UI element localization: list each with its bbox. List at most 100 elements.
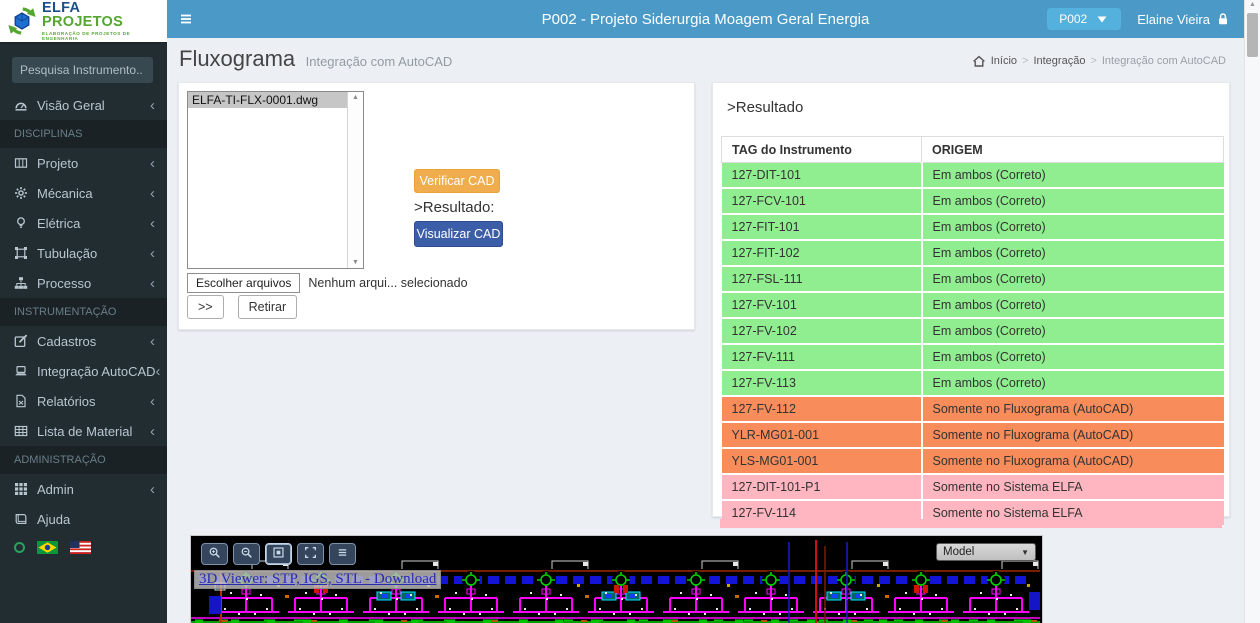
viewer-tool-button[interactable] <box>297 543 324 565</box>
viewer-tool-button[interactable] <box>201 543 228 565</box>
sidebar-item[interactable]: Visão Geral <box>0 90 167 120</box>
gear-icon <box>14 186 28 200</box>
chevron-left-icon <box>150 394 155 409</box>
table-row: 127-DIT-101-P1 Somente no Sistema ELFA <box>722 474 1224 500</box>
sidebar-item[interactable]: Processo <box>0 268 167 298</box>
viewer-tool-button[interactable] <box>329 543 356 565</box>
cell-tag: 127-FV-101 <box>722 292 922 318</box>
dashboard-icon <box>14 98 28 112</box>
page-subtitle: Integração com AutoCAD <box>306 54 453 69</box>
viewer-tool-button[interactable] <box>233 543 260 565</box>
cell-tag: 127-FV-102 <box>722 318 922 344</box>
table-row-partial <box>720 519 1222 528</box>
sidebar-item[interactable]: Cadastros <box>0 326 167 356</box>
sidebar-item[interactable]: Elétrica <box>0 208 167 238</box>
breadcrumb-home[interactable]: Início <box>991 55 1017 67</box>
table-row: 127-FV-111 Em ambos (Correto) <box>722 344 1224 370</box>
cell-origem: Somente no Fluxograma (AutoCAD) <box>922 422 1224 448</box>
chevron-left-icon <box>150 276 155 291</box>
cell-origem: Em ambos (Correto) <box>922 214 1224 240</box>
cell-origem: Em ambos (Correto) <box>922 266 1224 292</box>
cell-tag: 127-DIT-101 <box>722 163 922 189</box>
zoom-out-icon <box>240 546 253 562</box>
sidebar-item[interactable]: Lista de Material <box>0 416 167 446</box>
sidebar-toggle-button[interactable] <box>167 0 205 38</box>
cell-tag: 127-FIT-102 <box>722 240 922 266</box>
remove-button[interactable]: Retirar <box>238 295 298 319</box>
table-row: 127-FV-102 Em ambos (Correto) <box>722 318 1224 344</box>
table-row: 127-FIT-102 Em ambos (Correto) <box>722 240 1224 266</box>
scroll-down-icon[interactable] <box>348 259 363 266</box>
file-listbox[interactable]: ELFA-TI-FLX-0001.dwg <box>187 91 364 269</box>
sidebar-item[interactable]: Tubulação <box>0 238 167 268</box>
verify-cad-button[interactable]: Verificar CAD <box>414 169 500 193</box>
view-cad-button[interactable]: Visualizar CAD <box>414 221 503 247</box>
cell-origem: Em ambos (Correto) <box>922 188 1224 214</box>
breadcrumb-current: Integração com AutoCAD <box>1102 55 1226 67</box>
column-header-origem: ORIGEM <box>922 137 1224 163</box>
cell-origem: Em ambos (Correto) <box>922 163 1224 189</box>
cell-tag: YLR-MG01-001 <box>722 422 922 448</box>
map-icon <box>14 156 28 170</box>
pipes-icon <box>14 246 28 260</box>
lock-icon <box>1216 12 1230 26</box>
cell-tag: 127-FV-111 <box>722 344 922 370</box>
table-row: YLS-MG01-001 Somente no Fluxograma (Auto… <box>722 448 1224 474</box>
file-input-status: Nenhum arqui... selecionado <box>308 276 467 290</box>
chevron-left-icon <box>150 186 155 201</box>
transfer-button[interactable]: >> <box>187 295 224 319</box>
sidebar-item[interactable]: Relatórios <box>0 386 167 416</box>
cad-viewer[interactable]: 3D Viewer: STP, IGS, STL - Download Mode… <box>190 535 1043 623</box>
elfa-logo-icon <box>6 5 38 37</box>
caret-down-icon <box>1095 12 1109 26</box>
scroll-up-icon[interactable] <box>348 94 363 101</box>
sidebar-search <box>12 57 153 83</box>
sidebar: ELFA PROJETOS ELABORAÇÃO DE PROJETOS DE … <box>0 0 167 623</box>
column-header-tag: TAG do Instrumento <box>722 137 922 163</box>
usa-flag-icon[interactable] <box>70 541 91 554</box>
file-list-item[interactable]: ELFA-TI-FLX-0001.dwg <box>188 92 347 108</box>
search-input[interactable] <box>12 57 153 83</box>
scrollbar-thumb[interactable] <box>1247 13 1258 57</box>
sidebar-section-header: DISCIPLINAS <box>0 120 167 148</box>
cell-tag: 127-FSL-111 <box>722 266 922 292</box>
3d-viewer-download-link[interactable]: 3D Viewer: STP, IGS, STL - Download <box>194 570 441 589</box>
table-row: 127-FSL-111 Em ambos (Correto) <box>722 266 1224 292</box>
sidebar-item[interactable]: Admin <box>0 474 167 504</box>
cell-origem: Em ambos (Correto) <box>922 292 1224 318</box>
breadcrumb: Início Integração Integração com AutoCAD <box>972 54 1226 68</box>
project-selector-button[interactable]: P002 <box>1047 8 1121 30</box>
topbar: P002 - Projeto Siderurgia Moagem Geral E… <box>167 0 1244 38</box>
cell-origem: Somente no Fluxograma (AutoCAD) <box>922 448 1224 474</box>
model-select[interactable]: Model <box>936 543 1036 561</box>
sidebar-item[interactable]: Integração AutoCAD <box>0 356 167 386</box>
user-name: Elaine Vieira <box>1137 12 1210 27</box>
project-title: P002 - Projeto Siderurgia Moagem Geral E… <box>542 11 870 28</box>
chevron-left-icon <box>150 98 155 113</box>
app-logo[interactable]: ELFA PROJETOS ELABORAÇÃO DE PROJETOS DE … <box>0 0 167 42</box>
upload-panel: ELFA-TI-FLX-0001.dwg Escolher arquivos N… <box>178 82 695 330</box>
brazil-flag-icon[interactable] <box>37 541 58 554</box>
user-menu[interactable]: Elaine Vieira <box>1137 12 1230 27</box>
chevron-left-icon <box>150 216 155 231</box>
caret-down-icon <box>1021 548 1029 557</box>
table-row: 127-FIT-101 Em ambos (Correto) <box>722 214 1224 240</box>
sidebar-item[interactable]: Mécanica <box>0 178 167 208</box>
cell-origem: Somente no Fluxograma (AutoCAD) <box>922 396 1224 422</box>
result-label: >Resultado: <box>414 199 494 216</box>
bulb-icon <box>14 216 28 230</box>
choose-files-button[interactable]: Escolher arquivos <box>187 273 300 293</box>
page-scrollbar[interactable] <box>1244 0 1260 623</box>
breadcrumb-integracao[interactable]: Integração <box>1033 55 1085 67</box>
sidebar-section-header: ADMINISTRAÇÃO <box>0 446 167 474</box>
viewer-toolbar <box>201 543 356 565</box>
sidebar-item[interactable]: Projeto <box>0 148 167 178</box>
listbox-scrollbar[interactable] <box>347 92 363 268</box>
sidebar-item[interactable]: Ajuda <box>0 504 167 534</box>
viewer-tool-button[interactable] <box>265 543 292 565</box>
cell-origem: Em ambos (Correto) <box>922 318 1224 344</box>
scrollbar-up-arrow-icon[interactable] <box>1245 1 1260 11</box>
table-row: 127-FV-113 Em ambos (Correto) <box>722 370 1224 396</box>
cell-tag: 127-FCV-101 <box>722 188 922 214</box>
cell-origem: Em ambos (Correto) <box>922 240 1224 266</box>
